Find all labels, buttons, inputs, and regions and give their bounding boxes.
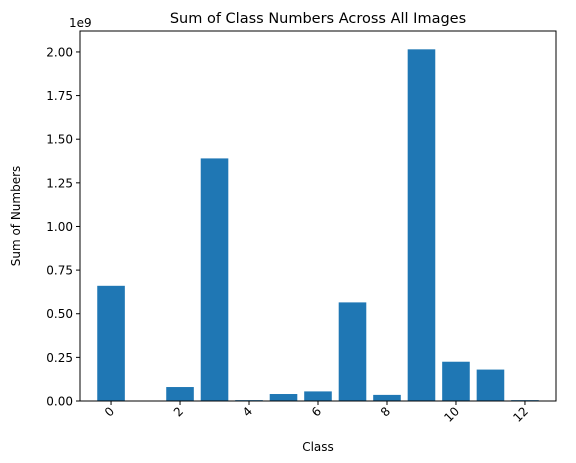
x-tick-label: 4 — [240, 404, 255, 419]
x-tick-label: 2 — [171, 404, 186, 419]
bar-class-9 — [407, 49, 436, 401]
y-tick-label: 0.25 — [46, 351, 73, 365]
y-tick-label: 1.50 — [46, 133, 73, 147]
y-tick-label: 2.00 — [46, 45, 73, 59]
x-tick-label: 12 — [510, 404, 531, 425]
bar-class-6 — [304, 391, 332, 401]
y-tick-label: 1.75 — [46, 89, 73, 103]
y-ticks: 0.00 0.25 0.50 0.75 1.00 1.25 1.50 1.75 2.00 — [46, 45, 80, 409]
x-ticks: 0 2 4 6 8 10 12 — [102, 401, 531, 425]
y-tick-label: 0.50 — [46, 307, 73, 321]
plot-frame — [79, 30, 557, 402]
bar-class-2 — [166, 387, 194, 401]
y-tick-label: 1.25 — [46, 176, 73, 190]
bar-class-10 — [442, 361, 470, 401]
bar-class-3 — [200, 158, 229, 401]
x-tick-label: 0 — [102, 404, 117, 419]
y-axis-label: Sum of Numbers — [9, 166, 23, 267]
bar-class-0 — [97, 285, 125, 401]
y-tick-label: 1.00 — [46, 220, 73, 234]
y-tick-label: 0.00 — [46, 395, 73, 409]
bar-class-8 — [373, 394, 401, 401]
x-tick-label: 8 — [378, 404, 393, 419]
bar-class-11 — [476, 369, 505, 401]
bars — [97, 49, 539, 401]
x-tick-label: 10 — [441, 404, 462, 425]
bar-class-7 — [338, 302, 367, 401]
y-offset-text: 1e9 — [69, 16, 92, 30]
y-tick-label: 0.75 — [46, 264, 73, 278]
x-tick-label: 6 — [309, 404, 324, 419]
bar-class-5 — [269, 394, 298, 401]
x-axis-label: Class — [302, 440, 334, 454]
chart-title: Sum of Class Numbers Across All Images — [170, 11, 466, 27]
